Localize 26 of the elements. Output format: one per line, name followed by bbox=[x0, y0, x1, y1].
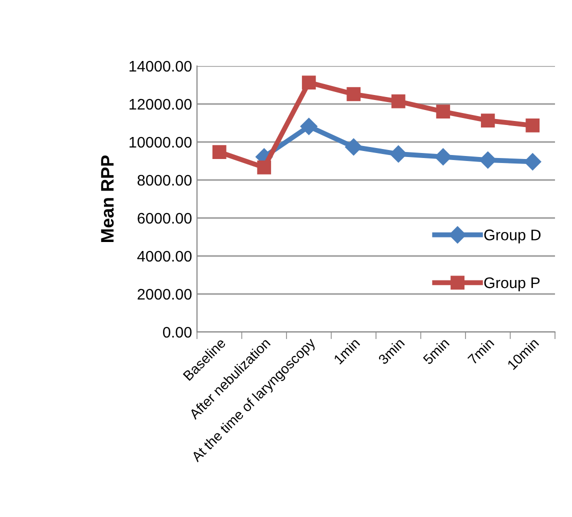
point bbox=[480, 114, 495, 128]
point bbox=[300, 118, 318, 135]
y-tick-label: 2000.00 bbox=[138, 288, 192, 300]
y-tick-label: 4000.00 bbox=[137, 250, 192, 262]
point bbox=[434, 148, 452, 166]
point bbox=[302, 76, 316, 90]
point bbox=[390, 145, 407, 163]
y-tick-label: 6000.00 bbox=[138, 212, 192, 224]
point bbox=[436, 104, 450, 119]
y-tick-label: 10000.00 bbox=[130, 136, 192, 148]
x-tick-label: 7min bbox=[467, 337, 494, 365]
y-tick-label: 14000.00 bbox=[130, 60, 192, 72]
y-tick-label: 12000.00 bbox=[130, 98, 192, 110]
point bbox=[346, 87, 361, 102]
point bbox=[526, 118, 540, 132]
point bbox=[391, 94, 406, 108]
y-axis-title: Mean RPP bbox=[101, 155, 114, 242]
legend-label: Group P bbox=[484, 277, 540, 292]
point bbox=[524, 153, 542, 170]
y-tick-label: 0.00 bbox=[163, 326, 192, 338]
y-tick-label: 8000.00 bbox=[138, 174, 192, 186]
legend-label: Group D bbox=[484, 230, 541, 244]
point bbox=[257, 160, 272, 174]
point bbox=[479, 152, 496, 169]
point bbox=[345, 138, 362, 156]
point bbox=[212, 145, 226, 160]
